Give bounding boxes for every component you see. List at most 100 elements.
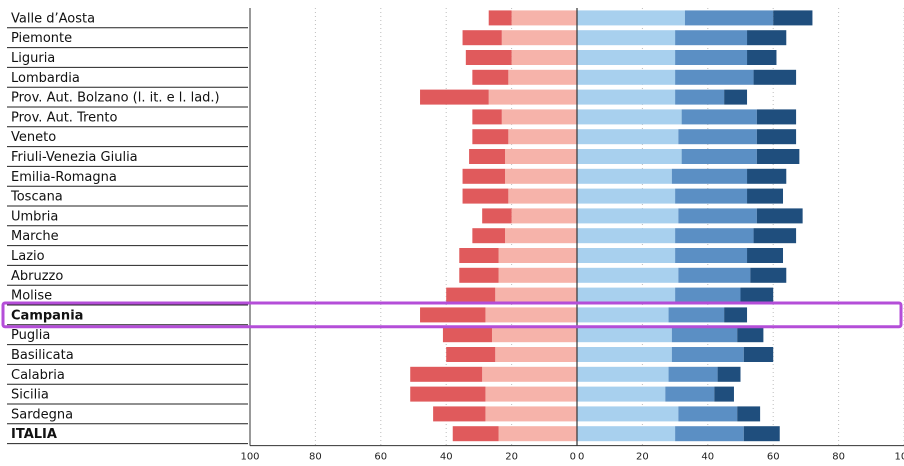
x-axis: 100 80 60 40 20 00 20 40 60 80 100 [240,8,904,463]
bar-left-2-basilicata [446,347,496,362]
bar-right-1-valle-d-aosta [577,10,685,26]
bar-right-2-sicilia [665,386,715,402]
bar-left-1-valle-d-aosta [511,10,577,26]
bar-right-3-friuli-venezia-giulia [756,149,800,164]
bar-right-1-lombardia [577,69,676,85]
bar-right-2-italia [675,426,744,442]
bar-left-1-toscana [508,188,577,204]
bar-right-2-emilia-romagna [671,168,748,184]
bar-left-1-lombardia [508,69,577,85]
bar-right-2-veneto [678,129,757,145]
bar-left-1-prov-aut-trento [501,109,577,125]
bar-right-3-piemonte [747,30,787,46]
category-label-abruzzo: Abruzzo [11,269,63,284]
bar-left-1-piemonte [501,30,577,46]
bar-left-1-campania [485,307,577,323]
bar-left-1-marche [505,228,577,244]
bar-right-1-molise [577,287,676,303]
tick-label-right-20: 20 [636,452,649,463]
bar-left-1-veneto [508,129,577,145]
bar-right-3-italia [743,426,780,442]
bar-right-3-basilicata [743,347,774,362]
category-label-calabria: Calabria [11,368,65,383]
bar-right-1-friuli-venezia-giulia [577,149,682,164]
tick-label-left-100: 100 [240,452,259,463]
tick-label-left-60: 60 [374,452,387,463]
category-label-basilicata: Basilicata [11,348,74,363]
bar-left-2-veneto [472,129,509,145]
bar-left-1-lazio [498,248,577,263]
tick-label-left-40: 40 [440,452,453,463]
bar-right-2-calabria [668,366,718,382]
bar-right-3-campania [724,307,748,323]
bar-right-2-sardegna [678,406,738,422]
bar-left-1-italia [498,426,577,442]
bar-right-2-umbria [678,208,757,224]
bar-right-2-basilicata [671,347,744,362]
bar-right-1-piemonte [577,30,676,46]
bar-right-2-campania [668,307,725,323]
bar-left-2-calabria [410,366,483,382]
bar-left-1-puglia [491,327,577,343]
category-label-valle-d-aosta: Valle d’Aosta [11,11,95,26]
category-label-puglia: Puglia [11,328,50,343]
bar-right-2-marche [675,228,754,244]
category-label-campania: Campania [11,308,83,323]
bar-right-1-campania [577,307,669,323]
bar-right-2-prov-aut-bolzano-l-it-e-l-lad [675,89,725,105]
bar-left-1-liguria [511,50,577,65]
bar-right-1-prov-aut-trento [577,109,682,125]
bar-right-1-puglia [577,327,672,343]
bar-left-2-emilia-romagna [462,168,506,184]
bar-right-3-prov-aut-trento [756,109,797,125]
bar-left-2-liguria [465,50,512,65]
tick-label-right-80: 80 [832,452,845,463]
bar-left-2-italia [452,426,499,442]
bar-right-3-molise [740,287,774,303]
bar-left-2-umbria [482,208,512,224]
bar-left-2-valle-d-aosta [488,10,512,26]
bar-right-1-italia [577,426,676,442]
bar-right-2-piemonte [675,30,748,46]
bar-right-2-lazio [675,248,748,263]
category-label-piemonte: Piemonte [11,31,72,46]
bar-right-2-valle-d-aosta [684,10,774,26]
bar-right-3-valle-d-aosta [773,10,813,26]
bar-right-1-sardegna [577,406,679,422]
bar-right-1-abruzzo [577,267,679,283]
category-label-prov-aut-bolzano-l-it-e-l-lad: Prov. Aut. Bolzano (l. it. e l. lad.) [11,91,220,106]
bar-left-2-abruzzo [459,267,499,283]
bar-right-2-puglia [671,327,738,343]
bar-left-1-umbria [511,208,577,224]
highlight-box-campania [1,301,903,329]
category-label-prov-aut-trento: Prov. Aut. Trento [11,110,117,125]
category-label-sardegna: Sardegna [11,407,73,422]
category-label-sicilia: Sicilia [11,388,49,403]
bar-right-1-prov-aut-bolzano-l-it-e-l-lad [577,89,676,105]
bar-left-2-campania [420,307,486,323]
bar-left-1-molise [495,287,577,303]
tick-label-right-100: 100 [894,452,904,463]
category-label-liguria: Liguria [11,51,55,66]
category-label-lombardia: Lombardia [11,71,80,86]
bar-right-1-marche [577,228,676,244]
bar-left-2-toscana [462,188,509,204]
category-label-veneto: Veneto [11,130,56,145]
bar-left-2-sardegna [433,406,486,422]
bar-right-1-emilia-romagna [577,168,672,184]
tick-label-left-0: 0 [570,452,576,463]
tick-label-right-60: 60 [767,452,780,463]
bar-left-1-friuli-venezia-giulia [505,149,577,164]
bar-left-1-sardegna [485,406,577,422]
bar-left-1-emilia-romagna [505,168,577,184]
bar-left-2-puglia [442,327,492,343]
category-label-italia: ITALIA [11,427,57,442]
bar-left-1-basilicata [495,347,577,362]
bar-right-2-lombardia [675,69,754,85]
bar-right-2-liguria [675,50,748,65]
bar-left-2-prov-aut-trento [472,109,502,125]
bar-left-1-prov-aut-bolzano-l-it-e-l-lad [488,89,577,105]
bar-right-3-sardegna [737,406,761,422]
category-labels: Valle d’Aosta Piemonte Liguria Lombardia Pro… [10,11,220,442]
